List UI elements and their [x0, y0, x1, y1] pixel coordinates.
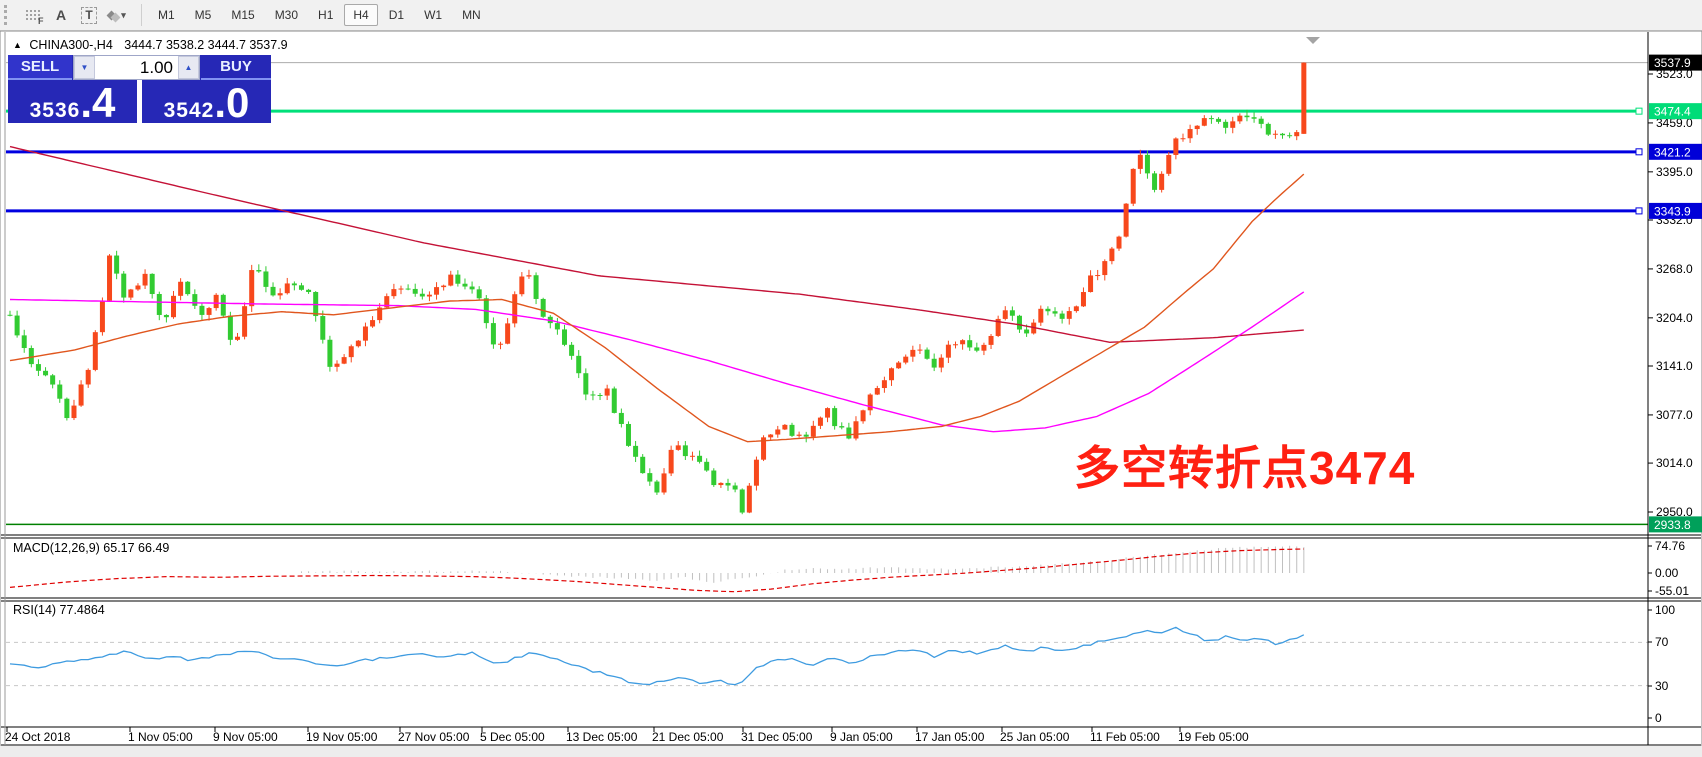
trade-panel-prices: 3536 .4 3542 .0: [8, 80, 271, 123]
svg-text:2933.8: 2933.8: [1654, 518, 1691, 532]
moving-averages: [9, 145, 1305, 443]
objects-tool-icon[interactable]: ▾: [104, 3, 130, 27]
ma-fast-line: [9, 173, 1305, 443]
timeframe-button-m1[interactable]: M1: [149, 4, 184, 26]
svg-text:3014.0: 3014.0: [1656, 456, 1693, 470]
ma-medium-line: [9, 291, 1305, 433]
price-badge: 3537.9: [1649, 54, 1702, 71]
candles-layer: [7, 62, 1307, 515]
svg-text:9 Nov 05:00: 9 Nov 05:00: [213, 730, 278, 744]
timeframe-buttons: M1 M5 M15 M30 H1 H4 D1 W1 MN: [148, 4, 491, 26]
timeframe-button-h4[interactable]: H4: [344, 4, 378, 26]
price-badge: 3474.4: [1649, 103, 1702, 120]
timeframe-button-m30[interactable]: M30: [266, 4, 307, 26]
volume-group: ▼ ▲: [73, 55, 200, 80]
new-order-grid-icon[interactable]: F: [20, 3, 46, 27]
font-tool-icon[interactable]: A: [55, 7, 67, 23]
svg-text:3474.4: 3474.4: [1654, 105, 1691, 119]
chart-annotation-text: 多空转折点3474: [1074, 442, 1416, 494]
chart-title: ▲ CHINA300-,H4 3444.7 3538.2 3444.7 3537…: [13, 38, 288, 52]
svg-text:-55.01: -55.01: [1655, 584, 1689, 598]
svg-text:0: 0: [1655, 711, 1662, 725]
line-end-marker: [1635, 107, 1643, 115]
price-badge: 2933.8: [1649, 516, 1702, 533]
line-end-marker: [1635, 207, 1643, 215]
grid-glyph: F: [24, 8, 44, 26]
one-click-trade-panel: SELL ▼ ▲ BUY 3536 .4 3542 .0: [8, 55, 271, 123]
trade-panel-top-row: SELL ▼ ▲ BUY: [8, 55, 271, 80]
svg-text:11 Feb 05:00: 11 Feb 05:00: [1090, 730, 1160, 744]
chart-shift-arrow-icon: [1306, 37, 1320, 44]
svg-text:74.76: 74.76: [1655, 539, 1685, 553]
collapse-triangle-icon: ▲: [13, 40, 22, 50]
svg-text:19 Nov 05:00: 19 Nov 05:00: [306, 730, 378, 744]
timeframe-button-m5[interactable]: M5: [186, 4, 221, 26]
timeframe-button-d1[interactable]: D1: [380, 4, 413, 26]
svg-text:3204.0: 3204.0: [1656, 311, 1693, 325]
price-axis[interactable]: 3523.03459.03395.03332.03268.03204.03141…: [1635, 67, 1693, 725]
rsi-indicator-label: RSI(14) 77.4864: [13, 603, 105, 617]
rsi-pane: [6, 626, 1648, 687]
svg-text:31 Dec 05:00: 31 Dec 05:00: [741, 730, 813, 744]
svg-text:13 Dec 05:00: 13 Dec 05:00: [566, 730, 638, 744]
svg-text:3077.0: 3077.0: [1656, 408, 1693, 422]
timeframe-button-m15[interactable]: M15: [222, 4, 263, 26]
macd-indicator-label: MACD(12,26,9) 65.17 66.49: [13, 541, 170, 555]
svg-text:3537.9: 3537.9: [1654, 56, 1691, 70]
chevron-down-icon: ▾: [121, 9, 126, 20]
toolbar-separator: [141, 4, 142, 26]
svg-text:9 Jan 05:00: 9 Jan 05:00: [830, 730, 893, 744]
line-end-marker: [1635, 148, 1643, 156]
macd-signal-line: [9, 548, 1304, 593]
price-badge: 3421.2: [1649, 143, 1702, 160]
svg-text:3343.9: 3343.9: [1654, 204, 1691, 218]
svg-text:21 Dec 05:00: 21 Dec 05:00: [652, 730, 724, 744]
svg-text:19 Feb 05:00: 19 Feb 05:00: [1178, 730, 1249, 744]
svg-text:3395.0: 3395.0: [1656, 165, 1693, 179]
timeframe-button-h1[interactable]: H1: [309, 4, 342, 26]
svg-text:1 Nov 05:00: 1 Nov 05:00: [128, 730, 193, 744]
price-level-lines: [6, 62, 1648, 526]
ma-slow-line: [9, 145, 1304, 344]
sell-price[interactable]: 3536 .4: [8, 80, 137, 123]
svg-text:30: 30: [1655, 679, 1669, 693]
timeframe-button-mn[interactable]: MN: [453, 4, 490, 26]
svg-text:100: 100: [1655, 603, 1675, 617]
svg-text:3141.0: 3141.0: [1656, 359, 1693, 373]
svg-text:3459.0: 3459.0: [1656, 116, 1693, 130]
svg-text:70: 70: [1655, 635, 1669, 649]
svg-text:0.00: 0.00: [1655, 566, 1679, 580]
svg-text:2950.0: 2950.0: [1656, 505, 1693, 519]
toolbar-drag-handle[interactable]: [4, 5, 11, 25]
svg-text:27 Nov 05:00: 27 Nov 05:00: [398, 730, 470, 744]
svg-text:3421.2: 3421.2: [1654, 145, 1691, 159]
timeframe-button-w1[interactable]: W1: [415, 4, 451, 26]
pane-borders: [1, 32, 1701, 746]
svg-text:5 Dec 05:00: 5 Dec 05:00: [480, 730, 545, 744]
toolbar: F A T ▾ M1 M5 M15 M30 H1 H4 D1 W1 MN: [0, 0, 1702, 31]
buy-price[interactable]: 3542 .0: [142, 80, 271, 123]
volume-input[interactable]: [95, 56, 178, 79]
buy-button[interactable]: BUY: [201, 55, 271, 80]
svg-text:25 Jan 05:00: 25 Jan 05:00: [1000, 730, 1070, 744]
macd-pane: [9, 545, 1305, 593]
svg-text:17 Jan 05:00: 17 Jan 05:00: [915, 730, 985, 744]
chart-ohlc-label: 3444.7 3538.2 3444.7 3537.9: [124, 38, 288, 52]
text-label-tool-icon[interactable]: T: [76, 3, 102, 27]
svg-text:3268.0: 3268.0: [1656, 262, 1693, 276]
price-badge: 3343.9: [1649, 202, 1702, 219]
volume-increase-button[interactable]: ▲: [178, 56, 199, 79]
rsi-line: [9, 626, 1305, 686]
volume-decrease-button[interactable]: ▼: [74, 56, 95, 79]
diamond-icon: [110, 12, 121, 23]
sell-button[interactable]: SELL: [8, 55, 72, 80]
chart-symbol-label: CHINA300-,H4: [29, 38, 113, 52]
time-axis[interactable]: 24 Oct 2018 1 Nov 05:00 9 Nov 05:00 19 Nov …: [5, 727, 1249, 744]
svg-text:24 Oct 2018: 24 Oct 2018: [5, 730, 71, 744]
